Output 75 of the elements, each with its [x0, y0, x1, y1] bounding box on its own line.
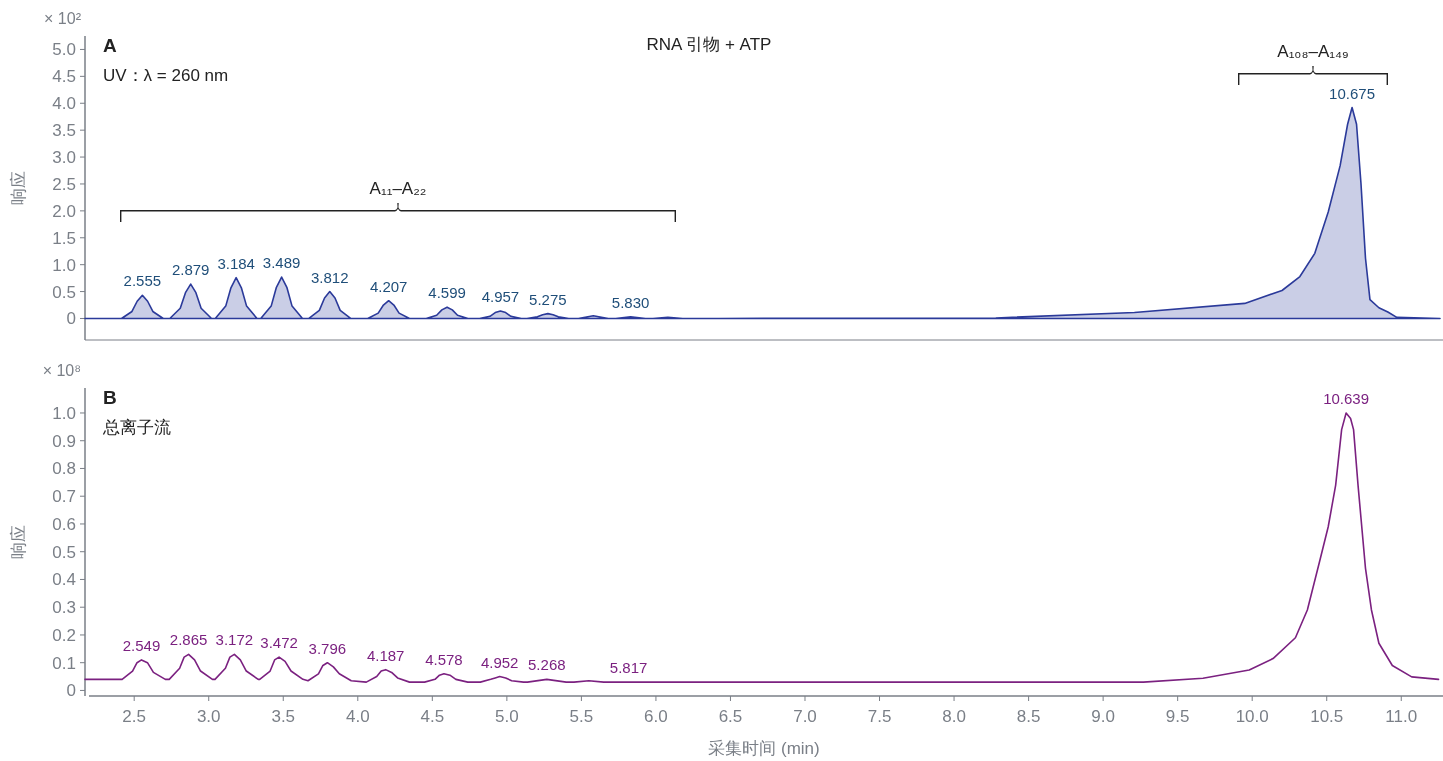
annotation: 3.172 [215, 631, 254, 649]
x-tick-label: 5.0 [495, 707, 519, 726]
annotation: 5.268 [528, 656, 566, 674]
x-axis-title: 采集时间 (min) [708, 739, 820, 758]
x-tick-label: 6.5 [718, 707, 743, 726]
annotation: 3.184 [217, 254, 255, 272]
annotation: B [103, 387, 117, 408]
annotation: 5.830 [611, 293, 650, 311]
y-axis-title: 响应 [9, 525, 28, 559]
annotation: 总离子流 [102, 418, 171, 437]
y-tick-label: 0 [66, 681, 76, 701]
y-tick-label: 2.5 [52, 174, 76, 194]
annotation: 4.187 [366, 646, 405, 664]
annotation: 10.675 [1329, 84, 1376, 102]
x-tick-label: 7.0 [793, 707, 817, 726]
x-tick-label: 11.0 [1385, 707, 1418, 726]
x-tick-label: 8.5 [1016, 707, 1041, 726]
text: × 10⁸ [42, 362, 81, 379]
annotation: 4.599 [428, 284, 466, 302]
y-tick-label: 4.5 [52, 67, 76, 87]
x-tick-label: 9.0 [1091, 707, 1115, 726]
annotation: 3.812 [310, 268, 349, 286]
y-tick-label: 5.0 [52, 40, 76, 60]
annotation: A [103, 35, 117, 56]
y-tick-label: 0.7 [52, 487, 76, 507]
y-tick-label: 0.3 [52, 598, 76, 618]
text: × 10² [44, 10, 82, 27]
annotation: 2.865 [169, 631, 208, 649]
annotation: 3.796 [308, 639, 347, 657]
y-tick-label: 1.0 [52, 403, 76, 423]
line-series [84, 412, 1440, 683]
annotation: 3.472 [260, 634, 298, 652]
annotation: 4.952 [480, 653, 519, 671]
x-tick-label: 5.5 [569, 707, 594, 726]
y-tick-label: 3.0 [52, 148, 76, 168]
annotation: 5.817 [609, 659, 648, 677]
chart-title: RNA 引物 + ATP [646, 35, 772, 54]
x-tick-label: 10.0 [1235, 707, 1269, 726]
x-tick-label: 10.5 [1310, 707, 1344, 726]
y-tick-label: 2.0 [52, 201, 76, 221]
x-tick-label: 3.0 [196, 707, 221, 726]
annotation: 10.639 [1323, 389, 1370, 407]
y-axis-title: 响应 [9, 171, 28, 205]
y-tick-label: 1.0 [52, 255, 76, 275]
y-tick-label: 0.9 [52, 431, 76, 451]
annotation: 2.879 [171, 261, 210, 279]
y-tick-label: 4.0 [52, 94, 76, 114]
annotation: 5.275 [529, 290, 567, 308]
y-tick-label: 0.6 [52, 514, 76, 534]
x-tick-label: 7.5 [867, 707, 892, 726]
annotation: 2.549 [122, 636, 161, 654]
x-tick-label: 4.5 [420, 707, 445, 726]
x-tick-label: 8.0 [942, 707, 966, 726]
y-tick-label: 0.5 [52, 542, 76, 562]
annotation: 2.555 [123, 272, 162, 290]
annotation: 3.489 [262, 254, 301, 272]
y-tick-label: 1.5 [52, 228, 76, 248]
y-tick-label: 0.5 [52, 282, 76, 302]
x-tick-label: 3.5 [271, 707, 296, 726]
annotation: 4.957 [481, 287, 520, 305]
y-tick-label: 0.1 [52, 653, 76, 673]
x-tick-label: 9.5 [1165, 707, 1190, 726]
annotation: A₁₀₈–A₁₄₉ [1277, 42, 1349, 61]
annotation: 4.207 [369, 277, 408, 295]
y-tick-label: 0.4 [52, 570, 76, 590]
annotation: UV：λ = 260 nm [103, 66, 229, 85]
annotation: A₁₁–A₂₂ [369, 179, 427, 198]
x-tick-label: 4.0 [345, 707, 370, 726]
y-tick-label: 0.2 [52, 625, 76, 645]
y-tick-label: 0.8 [52, 459, 76, 479]
x-tick-label: 6.0 [644, 707, 668, 726]
x-tick-label: 2.5 [122, 707, 147, 726]
y-tick-label: 3.5 [52, 121, 76, 141]
annotation: 4.578 [425, 650, 463, 668]
y-tick-label: 0 [66, 309, 76, 329]
